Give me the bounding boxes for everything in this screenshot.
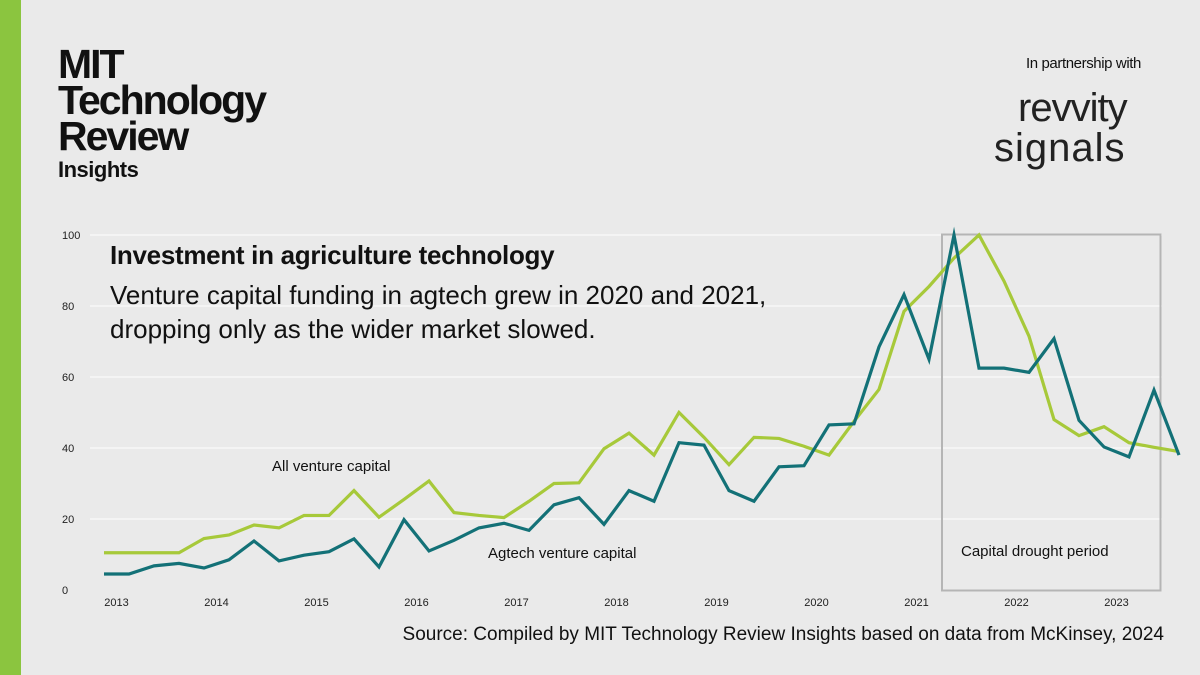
revvity-signals-logo: revvity signals: [990, 86, 1165, 176]
logo-line-2: Technology: [58, 77, 267, 123]
y-tick-label: 0: [62, 585, 68, 597]
x-tick-label: 2023: [1104, 597, 1128, 609]
partner-logo-line1: revvity: [1018, 86, 1128, 130]
logo-sub: Insights: [58, 157, 139, 182]
accent-bar: [0, 0, 21, 675]
x-tick-label: 2018: [604, 597, 628, 609]
x-tick-label: 2015: [304, 597, 328, 609]
x-tick-label: 2021: [904, 597, 928, 609]
y-tick-label: 40: [62, 443, 74, 455]
x-tick-label: 2013: [104, 597, 128, 609]
capital-drought-region: [941, 233, 1162, 592]
source-note: Source: Compiled by MIT Technology Revie…: [402, 624, 1164, 645]
x-tick-label: 2022: [1004, 597, 1028, 609]
partner-label: In partnership with: [1026, 55, 1141, 72]
x-tick-label: 2020: [804, 597, 828, 609]
logo-line-1: MIT: [58, 41, 125, 87]
y-tick-label: 20: [62, 514, 74, 526]
y-tick-label: 100: [62, 230, 80, 242]
x-tick-label: 2019: [704, 597, 728, 609]
partner-logo-line2: signals: [994, 126, 1126, 170]
y-tick-label: 60: [62, 372, 74, 384]
series-agtech-venture-capital: [104, 226, 1181, 576]
x-tick-label: 2016: [404, 597, 428, 609]
chart-title: Investment in agriculture technology: [110, 240, 555, 270]
annotation-agtech: Agtech venture capital: [488, 545, 636, 562]
x-tick-label: 2017: [504, 597, 528, 609]
y-tick-label: 80: [62, 301, 74, 313]
chart-subtitle: Venture capital funding in agtech grew i…: [110, 280, 767, 344]
x-tick-label: 2014: [204, 597, 228, 609]
series-all-venture-capital: [104, 232, 1180, 555]
mit-technology-review-logo: MIT Technology Review Insights: [58, 41, 267, 184]
annotation-all-vc: All venture capital: [272, 458, 390, 475]
annotation-capital-drought: Capital drought period: [961, 543, 1109, 560]
logo-line-3: Review: [58, 113, 189, 159]
